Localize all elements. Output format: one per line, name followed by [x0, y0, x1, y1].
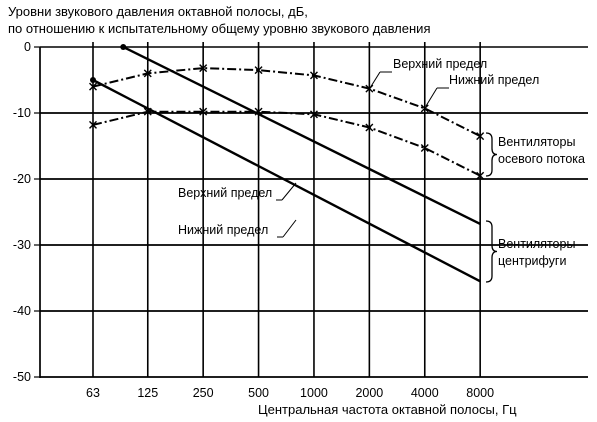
centrifugal-group-label: Вентиляторы: [498, 237, 575, 251]
y-tick-label: -10: [13, 106, 31, 120]
axial-upper-label: Верхний предел: [393, 57, 487, 71]
x-tick-label: 125: [137, 386, 158, 400]
x-axis-label: Центральная частота октавной полосы, Гц: [258, 402, 517, 417]
y-tick-label: -30: [13, 238, 31, 252]
axial-group-label: Вентиляторы: [498, 135, 575, 149]
axial-group-label: осевого потока: [498, 152, 585, 166]
series-line-1: [92, 110, 481, 177]
x-tick-label: 250: [193, 386, 214, 400]
y-axis-ticks: 0 -10 -20 -30 -40 -50: [13, 40, 40, 384]
leader: [425, 87, 438, 107]
brace-axial: [485, 132, 498, 177]
y-tick-label: -20: [13, 172, 31, 186]
line-start-dot: [90, 77, 96, 83]
x-axis-ticks: 63 125 250 500 1000 2000 4000 8000: [86, 386, 494, 400]
x-marker: [420, 143, 429, 152]
annotations-layer: Верхний предел Нижний предел Верхний преде…: [178, 57, 585, 283]
series-layer: [89, 44, 485, 283]
x-marker: [309, 71, 318, 80]
series-line-2: [122, 45, 481, 225]
series-line-3: [92, 78, 481, 283]
line-start-dot: [120, 44, 127, 50]
x-tick-label: 1000: [300, 386, 328, 400]
centrifugal-group-label: центрифуги: [498, 254, 566, 268]
x-marker: [309, 110, 318, 119]
centrifugal-upper-label: Верхний предел: [178, 186, 272, 200]
axial-lower-label: Нижний предел: [449, 73, 539, 87]
x-marker: [254, 66, 263, 75]
leader: [282, 219, 297, 238]
x-marker: [365, 84, 374, 93]
x-marker: [199, 107, 208, 116]
x-tick-label: 63: [86, 386, 100, 400]
x-marker: [476, 132, 485, 141]
chart-title: Уровни звукового давления октавной полос…: [8, 4, 308, 19]
brace-centrifugal: [485, 220, 498, 283]
x-marker: [199, 64, 208, 73]
x-marker: [476, 171, 485, 180]
x-tick-label: 500: [248, 386, 269, 400]
centrifugal-lower-label: Нижний предел: [178, 223, 268, 237]
chart-subtitle: по отношению к испытательному общему уро…: [8, 21, 430, 36]
series-line-0: [92, 67, 481, 137]
x-marker: [420, 104, 429, 113]
x-marker: [89, 120, 97, 129]
x-tick-label: 4000: [411, 386, 439, 400]
x-marker: [89, 82, 97, 91]
x-marker: [365, 123, 374, 132]
x-tick-label: 8000: [466, 386, 494, 400]
y-tick-label: 0: [24, 40, 31, 54]
y-tick-label: -50: [13, 370, 31, 384]
leader: [281, 182, 297, 201]
x-marker: [143, 69, 152, 78]
leader: [369, 71, 381, 89]
x-tick-label: 2000: [355, 386, 383, 400]
y-tick-label: -40: [13, 304, 31, 318]
grid: [39, 42, 588, 378]
